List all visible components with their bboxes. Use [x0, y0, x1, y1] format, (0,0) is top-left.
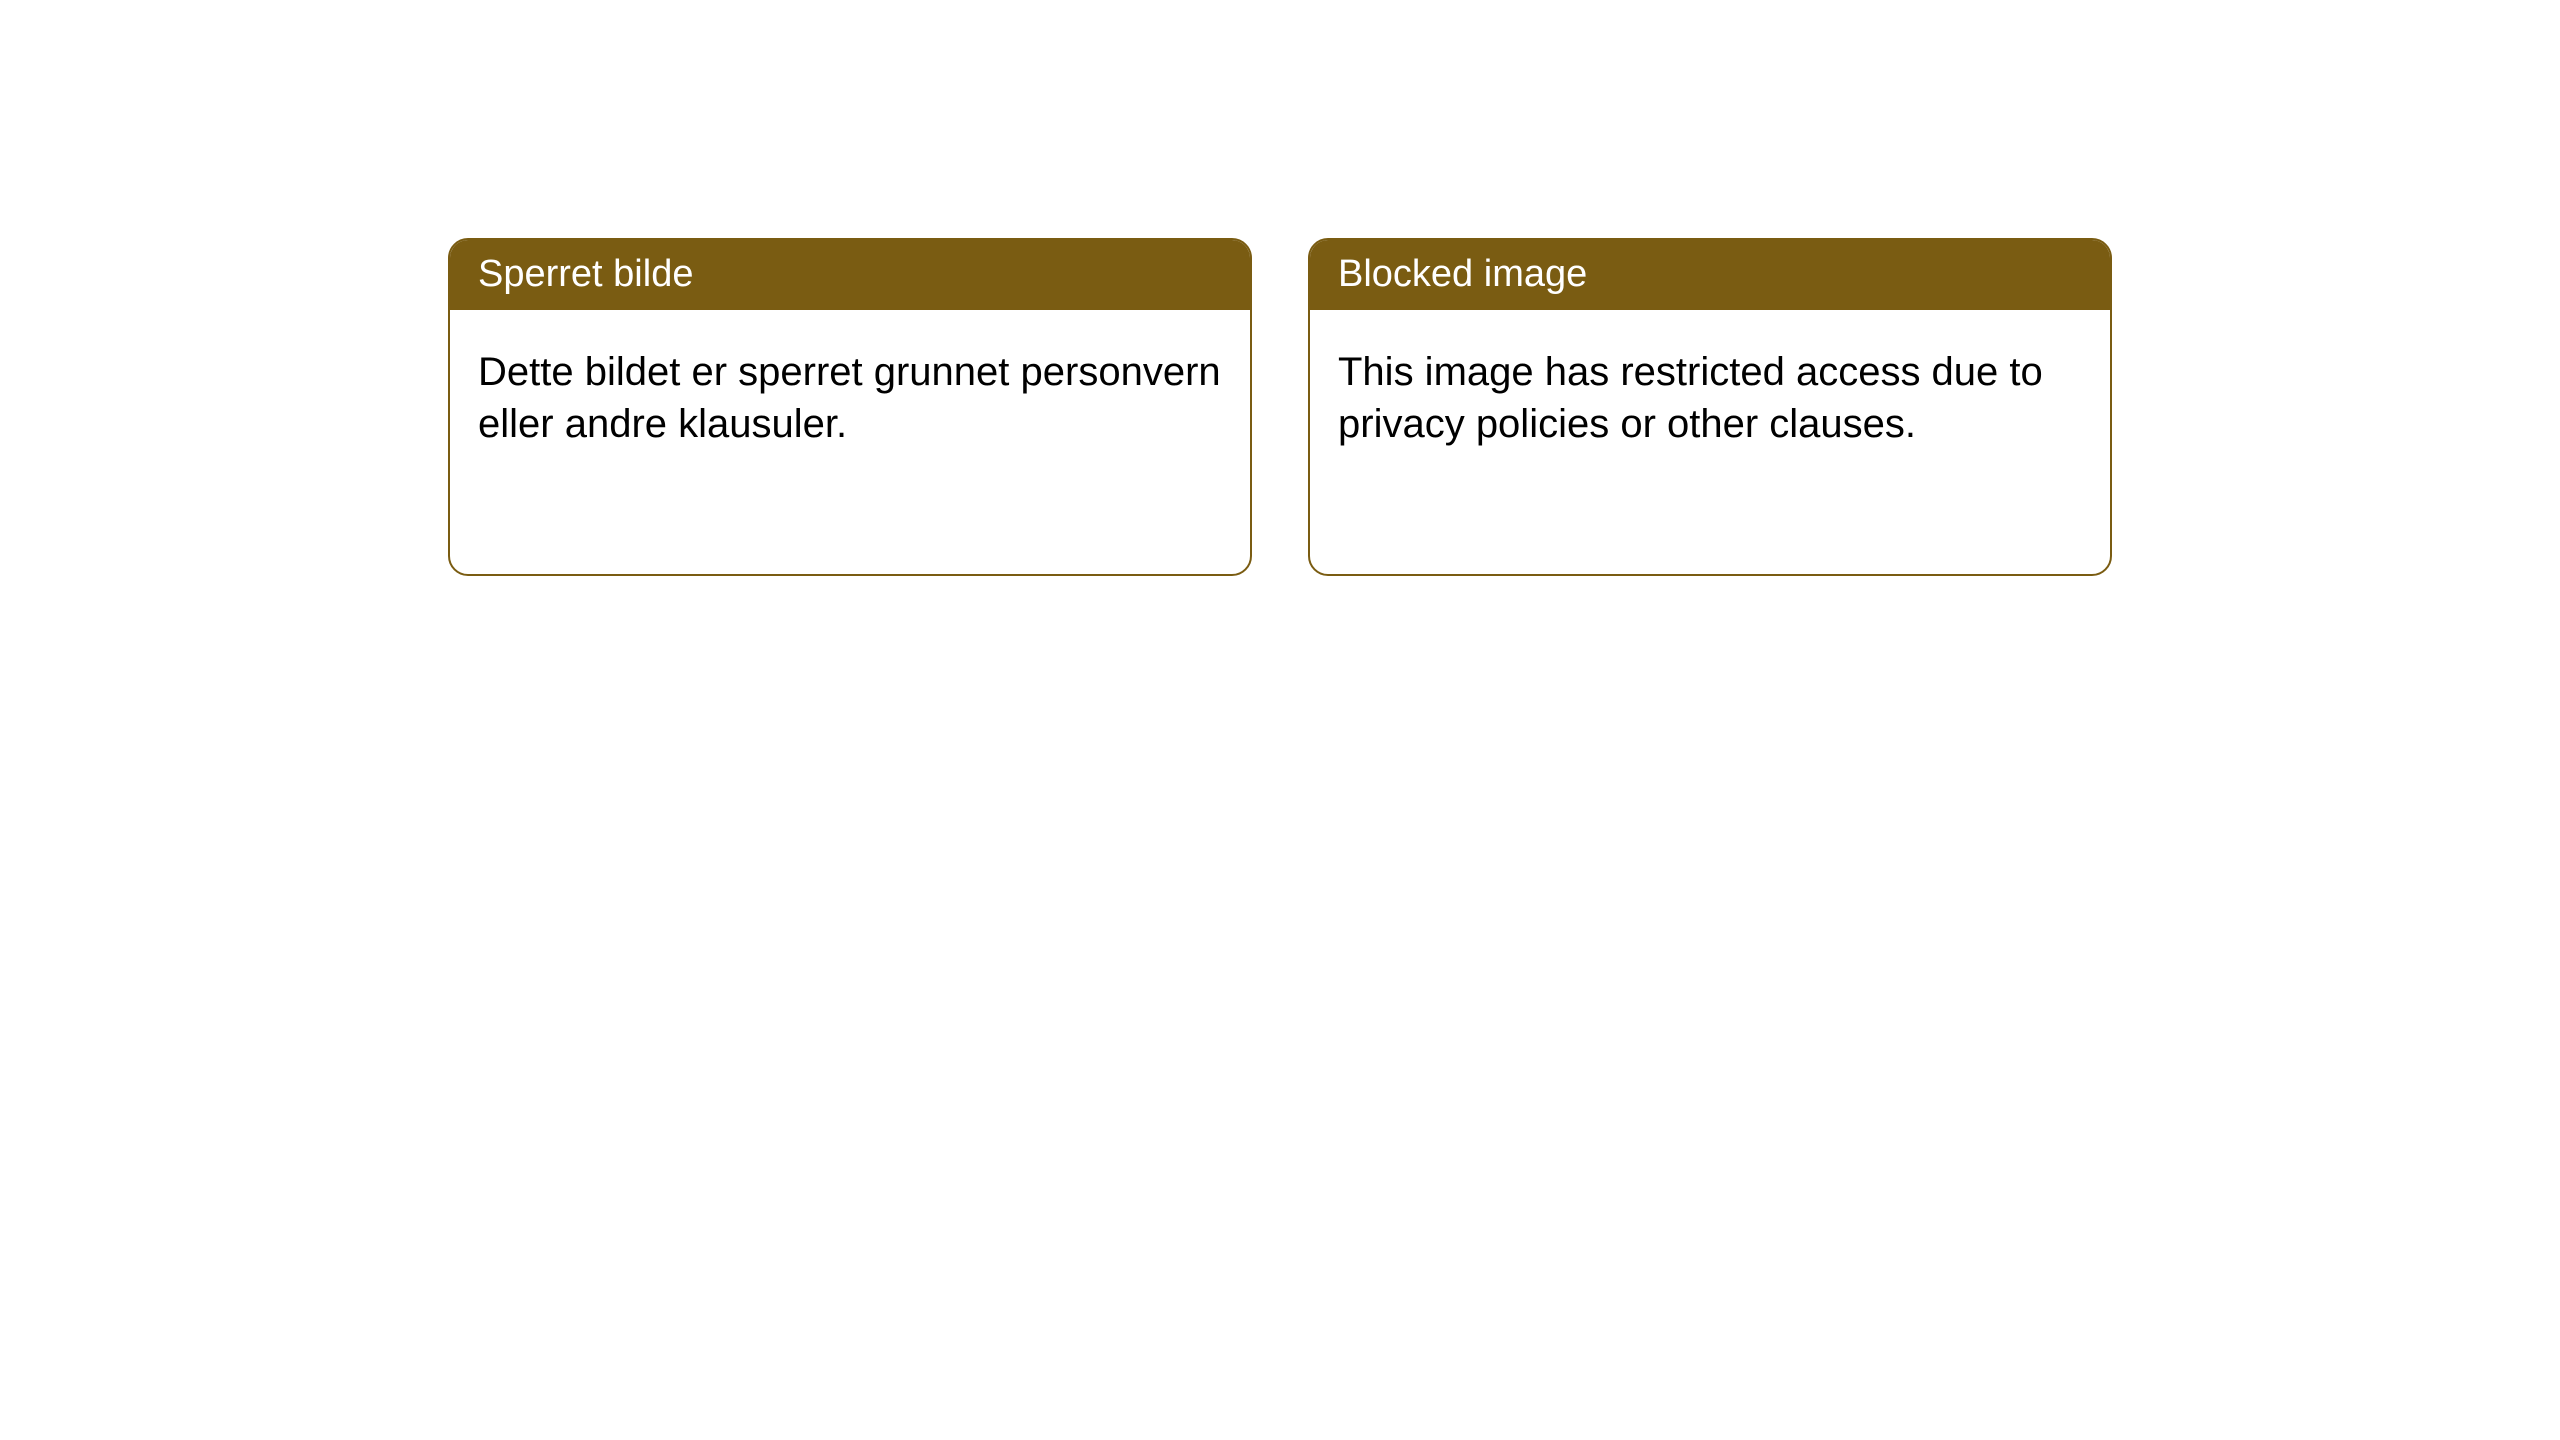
card-body-en: This image has restricted access due to …: [1310, 310, 2110, 486]
card-header-no: Sperret bilde: [450, 240, 1250, 310]
card-header-en: Blocked image: [1310, 240, 2110, 310]
notice-card-no: Sperret bilde Dette bildet er sperret gr…: [448, 238, 1252, 576]
notice-card-en: Blocked image This image has restricted …: [1308, 238, 2112, 576]
card-body-no: Dette bildet er sperret grunnet personve…: [450, 310, 1250, 486]
cards-container: Sperret bilde Dette bildet er sperret gr…: [448, 238, 2112, 1440]
